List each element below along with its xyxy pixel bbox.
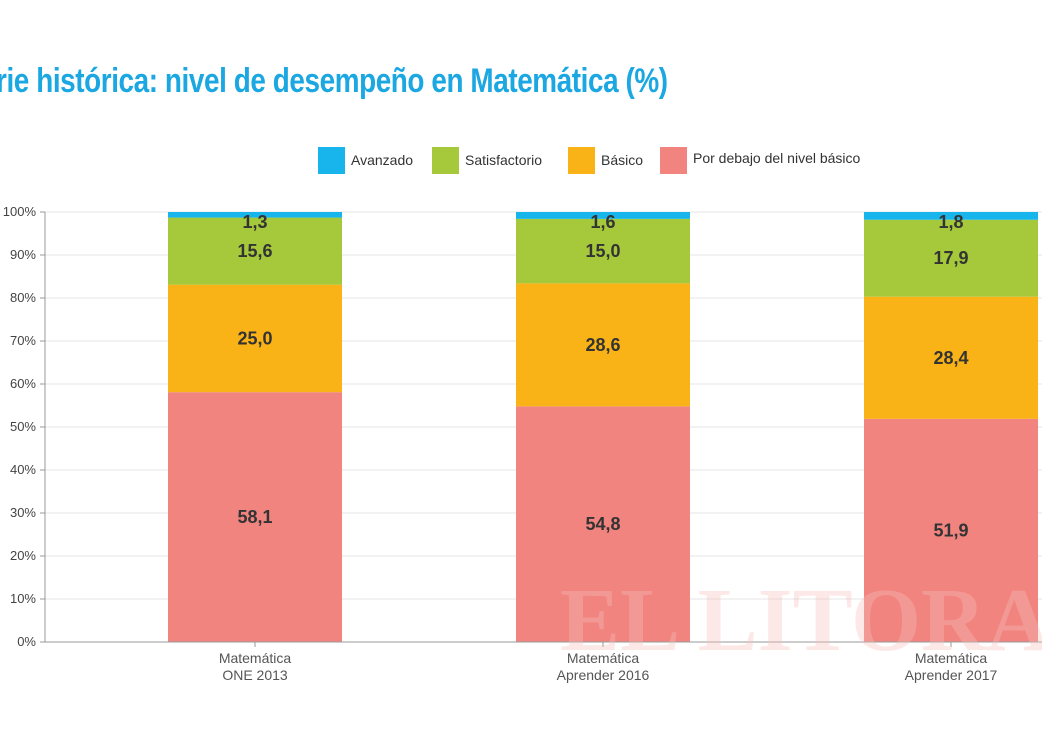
bar-segment-basico [168, 284, 342, 393]
y-tick-label: 20% [10, 548, 36, 563]
y-tick-label: 90% [10, 247, 36, 262]
y-tick-label: 80% [10, 290, 36, 305]
y-tick-label: 30% [10, 505, 36, 520]
y-tick-label: 70% [10, 333, 36, 348]
bar-segment-por-debajo-del-nivel-basico [516, 406, 690, 642]
bar-segment-por-debajo-del-nivel-basico [168, 392, 342, 642]
data-label: 51,9 [933, 520, 968, 540]
legend-label-basico: Básico [601, 152, 643, 168]
data-label: 25,0 [237, 328, 272, 348]
chart-title: rie histórica: nivel de desempeño en Mat… [0, 62, 668, 100]
legend-swatch-por-debajo-del-nivel-basico [660, 147, 687, 174]
data-label: 28,6 [585, 335, 620, 355]
bars: 58,1 25,0 15,6 1,3 54,8 28,6 15,0 1,6 51,9 28,4 17… [168, 212, 1038, 642]
bar-segment-satisfactorio [168, 217, 342, 285]
y-tick-label: 50% [10, 419, 36, 434]
data-label: 1,6 [590, 212, 615, 232]
y-tick-label: 40% [10, 462, 36, 477]
data-label: 1,3 [242, 212, 267, 232]
x-tick-label: Matemática [915, 650, 988, 666]
data-label: 54,8 [585, 514, 620, 534]
bar-segment-por-debajo-del-nivel-basico [864, 418, 1038, 642]
bar-segment-avanzado [864, 212, 1038, 220]
data-label: 15,6 [237, 241, 272, 261]
watermark: EL LITORAL [560, 571, 1042, 670]
data-label: 17,9 [933, 248, 968, 268]
data-label: 15,0 [585, 241, 620, 261]
legend-swatch-basico [568, 147, 595, 174]
y-axis: 0% 10% 20% 30% 40% 50% 60% 70% 80% 90% 100% [3, 204, 46, 649]
watermark-text: EL LITORAL [560, 571, 1042, 670]
data-label: 58,1 [237, 507, 272, 527]
legend-label-satisfactorio: Satisfactorio [465, 152, 542, 168]
y-tick-label: 100% [3, 204, 37, 219]
legend-swatch-satisfactorio [432, 147, 459, 174]
bar-segment-basico [864, 296, 1038, 419]
legend-label-avanzado: Avanzado [351, 152, 413, 168]
x-tick-label: Aprender 2016 [557, 667, 650, 683]
x-tick-label: ONE 2013 [222, 667, 288, 683]
bar-segment-satisfactorio [516, 218, 690, 284]
bar-segment-satisfactorio [864, 219, 1038, 297]
x-tick-label: Aprender 2017 [905, 667, 998, 683]
bar-segment-avanzado [516, 212, 690, 219]
y-tick-label: 10% [10, 591, 36, 606]
y-tick-label: 0% [17, 634, 36, 649]
y-tick-label: 60% [10, 376, 36, 391]
x-tick-label: Matemática [567, 650, 640, 666]
data-label: 1,8 [938, 212, 963, 232]
legend-label-por-debajo-del-nivel-basico: Por debajo del nivel básico [693, 150, 861, 166]
bar-segment-avanzado [168, 212, 342, 218]
legend: Avanzado Satisfactorio Básico Por debajo de… [318, 147, 861, 174]
data-label: 28,4 [933, 348, 968, 368]
legend-swatch-avanzado [318, 147, 345, 174]
bar-segment-basico [516, 283, 690, 407]
x-tick-label: Matemática [219, 650, 292, 666]
